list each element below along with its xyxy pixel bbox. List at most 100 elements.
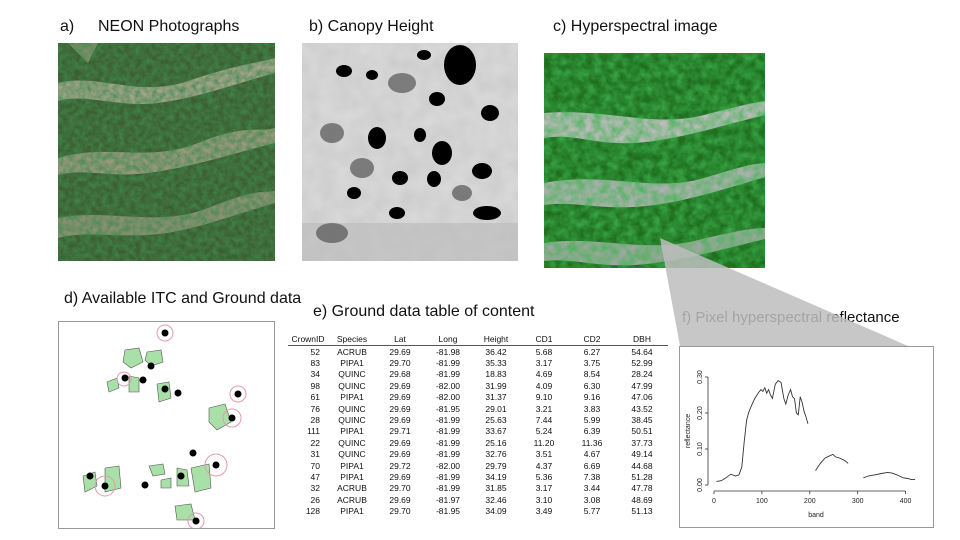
table-cell: 3.08 (583, 494, 601, 505)
table-cell: 29.79 (485, 460, 507, 471)
table-cell: 3.17 (535, 483, 553, 494)
table-cell: -81.99 (435, 358, 461, 369)
table-cell: -82.00 (435, 380, 461, 391)
panel-a-letter: a) (60, 18, 75, 35)
table-cell: ACRUB (337, 346, 367, 357)
table-cell: 9.10 (535, 392, 553, 403)
table-cell: 29.01 (485, 403, 507, 414)
table-cell: 29.68 (389, 369, 411, 380)
table-cell: 3.17 (535, 358, 553, 369)
col-header: Lat (376, 332, 424, 346)
table-cell: 98 (310, 380, 320, 391)
table-row: 52 ACRUB 29.69 -81.98 36.42 5.68 6.27 54.64 (288, 346, 668, 358)
hyperspectral-image (544, 53, 765, 268)
table-cell: 9.16 (583, 392, 601, 403)
reflectance-plot-frame: 0 100 200 300 400 0.00 0.10 0.20 0.30 band reflect… (679, 346, 934, 528)
table-row: 98 QUINC 29.69 -82.00 31.99 4.09 6.30 47.99 (288, 380, 668, 391)
table-cell: 54.64 (631, 346, 653, 357)
table-cell: -81.95 (435, 506, 461, 517)
table-cell: 5.68 (535, 346, 553, 357)
table-cell: PIPA1 (340, 426, 364, 437)
table-cell: 31.99 (485, 380, 507, 391)
y-tick-label: 0.30 (697, 370, 704, 384)
table-cell: 18.83 (485, 369, 507, 380)
table-cell: 29.69 (389, 449, 411, 460)
col-header: DBH (616, 332, 668, 346)
table-cell: 5.99 (583, 415, 601, 426)
table-cell: 29.69 (389, 437, 411, 448)
ground-data-table: CrownID Species Lat Long Height CD1 CD2 … (288, 332, 668, 517)
table-cell: PIPA1 (340, 358, 364, 369)
table-cell: 4.69 (535, 369, 553, 380)
table-cell: 47.78 (631, 483, 653, 494)
itc-ground-map (58, 321, 275, 530)
table-row: 70 PIPA1 29.72 -82.00 29.79 4.37 6.69 44.68 (288, 460, 668, 471)
table-row: 26 ACRUB 29.69 -81.97 32.46 3.10 3.08 48.69 (288, 494, 668, 505)
panel-d-title: d) Available ITC and Ground data (64, 290, 302, 307)
table-cell: 3.75 (583, 358, 601, 369)
table-cell: 29.69 (389, 346, 411, 357)
table-cell: ACRUB (337, 494, 367, 505)
table-cell: 25.16 (485, 437, 507, 448)
table-cell: 3.10 (535, 494, 553, 505)
table-cell: 6.69 (583, 460, 601, 471)
table-cell: QUINC (338, 380, 366, 391)
col-header: CD1 (520, 332, 568, 346)
table-cell: 31.37 (485, 392, 507, 403)
table-cell: -81.98 (435, 346, 461, 357)
table-cell: 8.54 (583, 369, 601, 380)
table-row: 47 PIPA1 29.69 -81.99 34.19 5.36 7.38 51.28 (288, 471, 668, 482)
table-cell: -81.97 (435, 494, 461, 505)
y-tick-label: 0.10 (697, 442, 704, 456)
table-cell: 32.46 (485, 494, 507, 505)
table-cell: ACRUB (337, 483, 367, 494)
table-cell: PIPA1 (340, 460, 364, 471)
table-cell: -81.99 (435, 369, 461, 380)
table-cell: 11.36 (581, 437, 603, 448)
table-cell: 61 (310, 392, 320, 403)
table-cell: -81.99 (435, 483, 461, 494)
y-tick-label: 0.20 (697, 406, 704, 420)
table-cell: 44.68 (631, 460, 653, 471)
table-cell: 29.72 (389, 460, 411, 471)
table-cell: PIPA1 (340, 471, 364, 482)
table-cell: 47.99 (631, 380, 653, 391)
table-cell: 31 (310, 449, 320, 460)
table-cell: 22 (310, 437, 320, 448)
x-tick-label: 100 (756, 498, 768, 505)
table-cell: 29.70 (389, 506, 411, 517)
table-cell: 32.76 (485, 449, 507, 460)
table-cell: PIPA1 (340, 506, 364, 517)
table-cell: 111 (307, 426, 320, 437)
canopy-height-map (302, 43, 518, 261)
table-cell: 6.30 (583, 380, 601, 391)
table-cell: -81.99 (435, 437, 461, 448)
table-cell: 5.36 (535, 471, 553, 482)
table-cell: 28.24 (631, 369, 653, 380)
table-cell: -81.99 (435, 449, 461, 460)
col-header: CD2 (568, 332, 616, 346)
y-tick-label: 0.00 (697, 478, 704, 492)
y-axis-label: reflectance (685, 414, 692, 448)
table-cell: 29.69 (389, 380, 411, 391)
neon-photograph (58, 43, 275, 261)
table-cell: QUINC (338, 415, 366, 426)
table-cell: 29.69 (389, 403, 411, 414)
table-row: 34 QUINC 29.68 -81.99 18.83 4.69 8.54 28.24 (288, 369, 668, 380)
table-cell: 51.28 (631, 471, 653, 482)
panel-e-title: e) Ground data table of content (313, 303, 535, 320)
table-cell: 76 (310, 403, 320, 414)
table-cell: 36.42 (485, 346, 507, 357)
table-cell: 3.83 (583, 403, 601, 414)
table-cell: 11.20 (533, 437, 555, 448)
table-cell: 34.09 (485, 506, 507, 517)
x-tick-label: 300 (852, 498, 864, 505)
table-cell: 70 (310, 460, 320, 471)
table-cell: 50.51 (631, 426, 653, 437)
reflectance-series-line (716, 380, 809, 482)
table-cell: 7.44 (535, 415, 553, 426)
col-header: Long (424, 332, 472, 346)
table-cell: 32 (310, 483, 320, 494)
table-cell: -81.99 (435, 415, 461, 426)
